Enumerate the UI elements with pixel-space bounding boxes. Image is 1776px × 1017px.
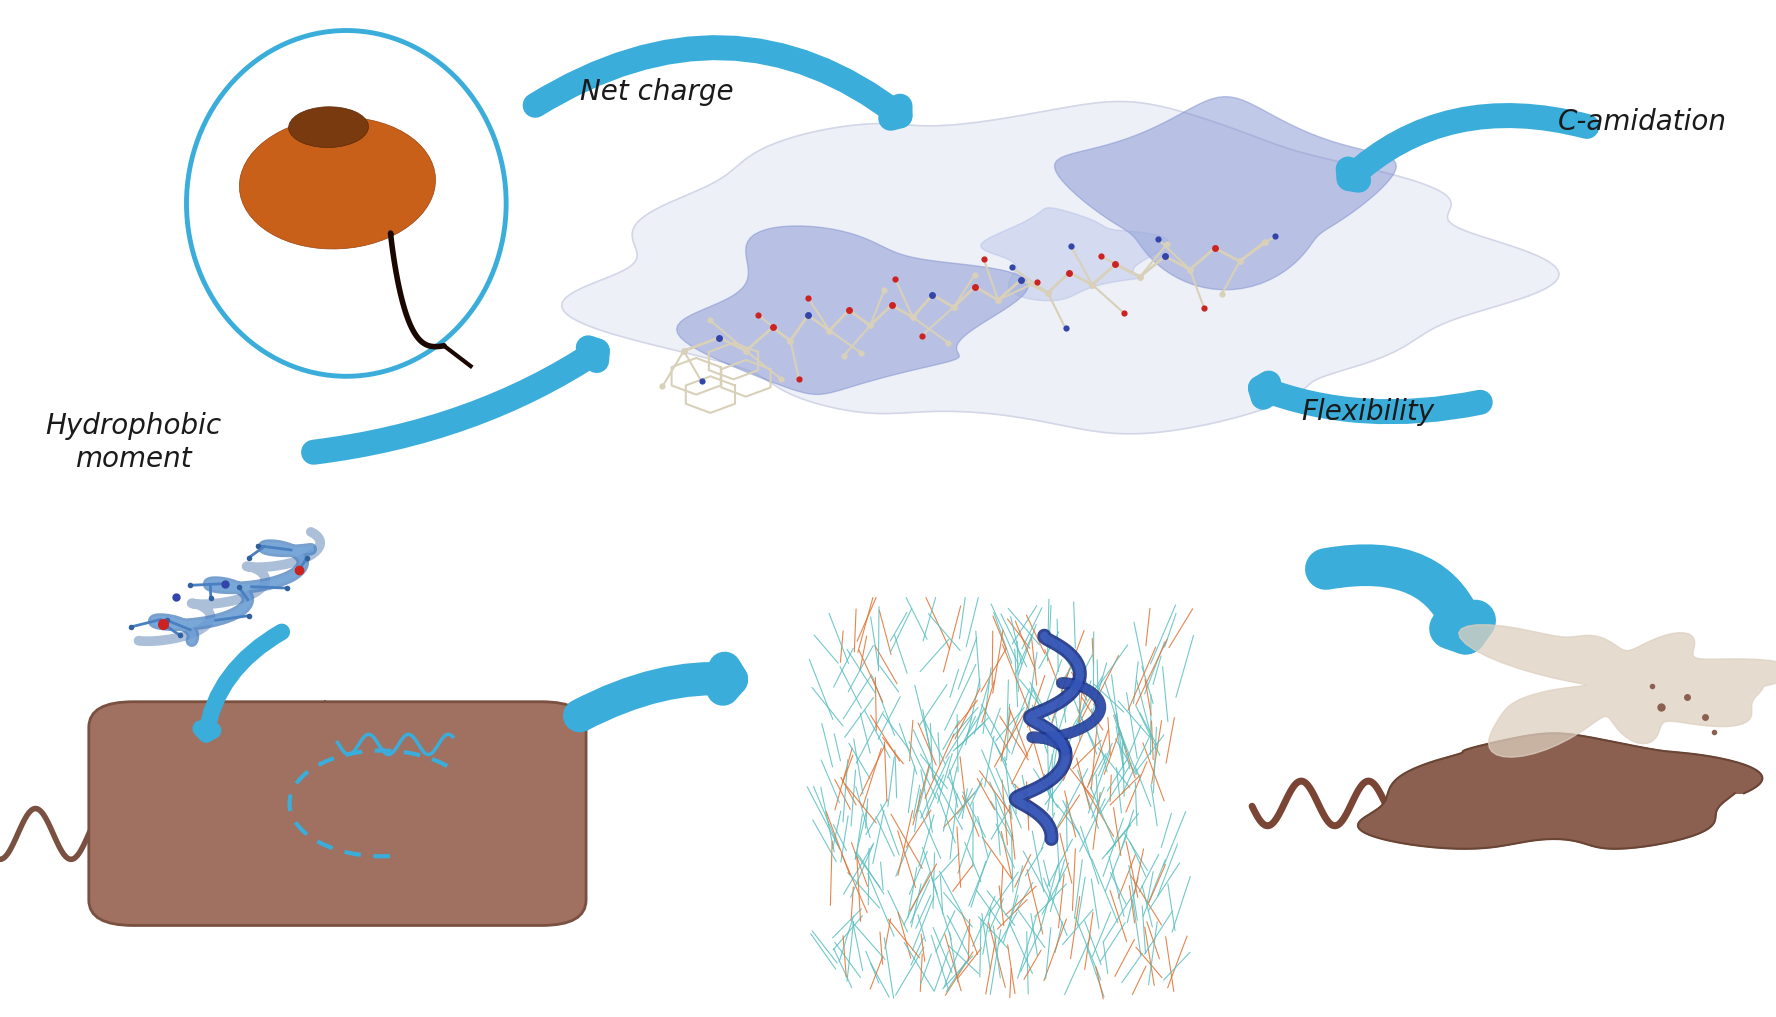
Text: Flexibility: Flexibility (1302, 398, 1433, 426)
Ellipse shape (289, 107, 368, 147)
Text: Hydrophobic
moment: Hydrophobic moment (44, 412, 222, 473)
Polygon shape (1359, 733, 1762, 849)
Text: C-amidation: C-amidation (1558, 108, 1728, 136)
Polygon shape (677, 226, 1028, 395)
Text: Net charge: Net charge (581, 77, 733, 106)
Ellipse shape (186, 31, 506, 376)
Ellipse shape (240, 117, 435, 249)
Polygon shape (1055, 97, 1396, 290)
FancyBboxPatch shape (89, 702, 586, 925)
Polygon shape (980, 207, 1169, 301)
Polygon shape (1458, 624, 1776, 758)
Polygon shape (561, 102, 1559, 434)
